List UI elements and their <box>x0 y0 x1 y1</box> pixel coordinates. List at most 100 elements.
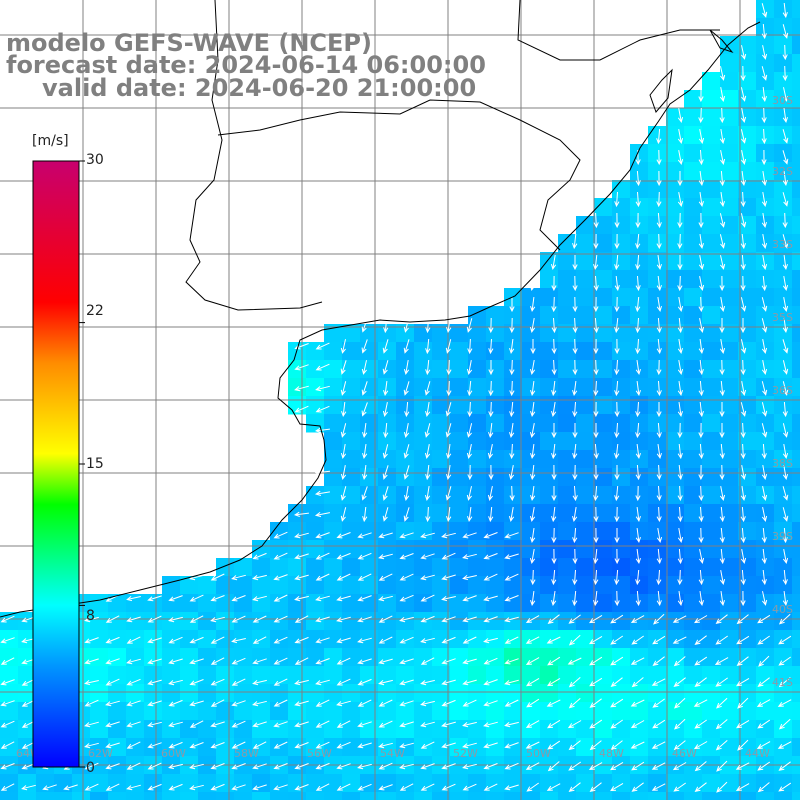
lat-label: 35S <box>772 311 793 324</box>
wind-cell <box>774 702 793 721</box>
wind-arrow <box>630 699 645 707</box>
wind-cell <box>720 612 739 631</box>
wind-arrow <box>504 532 519 539</box>
wind-arrow <box>504 762 519 770</box>
wind-cell <box>702 378 721 397</box>
wind-arrow <box>761 128 767 145</box>
wind-cell <box>342 522 361 541</box>
wind-cell <box>648 774 667 793</box>
wind-arrow <box>589 614 603 624</box>
wind-cell <box>720 198 739 217</box>
wind-arrow <box>487 486 493 502</box>
wind-arrow <box>635 170 641 187</box>
wind-arrow <box>635 317 641 334</box>
wind-arrow <box>568 782 581 792</box>
wind-cell <box>666 180 685 199</box>
wind-cell <box>612 414 631 433</box>
wind-cell <box>576 738 595 757</box>
wind-arrow <box>593 359 599 376</box>
wind-arrow <box>126 762 141 770</box>
wind-cell <box>756 252 775 271</box>
wind-arrow <box>361 402 368 417</box>
wind-arrow <box>445 402 452 417</box>
wind-cell <box>360 486 379 505</box>
wind-arrow <box>740 213 747 228</box>
wind-arrow <box>488 401 494 418</box>
wind-arrow <box>488 464 494 481</box>
wind-cell <box>180 792 199 804</box>
wind-arrow <box>466 444 472 460</box>
wind-cell <box>450 450 469 469</box>
wind-arrow <box>378 553 393 560</box>
wind-arrow <box>441 552 456 560</box>
wind-cell <box>414 594 433 613</box>
wind-cell <box>252 594 271 613</box>
wind-arrow <box>736 719 750 729</box>
wind-cell <box>18 738 37 757</box>
wind-cell <box>648 666 667 685</box>
wind-cell <box>684 414 703 433</box>
wind-arrow <box>761 171 767 187</box>
wind-cell <box>738 126 757 145</box>
wind-arrow <box>698 129 705 145</box>
wind-cell <box>630 666 649 685</box>
wind-cell <box>792 792 800 804</box>
wind-cell <box>324 774 343 793</box>
wind-arrow <box>698 464 704 481</box>
wind-arrow <box>651 678 666 686</box>
wind-arrow <box>677 422 683 439</box>
wind-cell <box>702 432 721 451</box>
wind-cell <box>162 576 181 595</box>
wind-cell <box>612 288 631 307</box>
wind-cell <box>198 648 217 667</box>
wind-arrow <box>168 616 183 623</box>
wind-cell <box>324 468 343 487</box>
wind-cell <box>558 630 577 649</box>
wind-cell <box>234 792 253 804</box>
wind-cell <box>522 684 541 703</box>
wind-cell <box>738 684 757 703</box>
wind-cell <box>486 414 505 433</box>
wind-cell <box>720 54 739 73</box>
wind-arrow <box>761 87 767 103</box>
wind-arrow <box>651 783 666 791</box>
wind-cell <box>216 720 235 739</box>
wind-cell <box>630 144 649 163</box>
wind-cell <box>432 324 451 343</box>
wind-cell <box>108 594 127 613</box>
wind-cell <box>360 324 379 343</box>
wind-cell <box>558 252 577 271</box>
political-border <box>217 99 581 251</box>
wind-arrow <box>614 485 620 502</box>
wind-arrow <box>698 339 704 355</box>
wind-cell <box>360 774 379 793</box>
wind-cell <box>18 684 37 703</box>
wind-cell <box>90 774 109 793</box>
wind-cell <box>522 774 541 793</box>
wind-cell <box>648 162 667 181</box>
wind-arrow <box>530 464 536 481</box>
wind-arrow <box>546 636 561 644</box>
wind-arrow <box>635 338 641 355</box>
wind-cell <box>396 612 415 631</box>
wind-cell <box>774 738 793 757</box>
wind-arrow <box>84 680 99 686</box>
wind-cell <box>792 144 800 163</box>
wind-cell <box>792 432 800 451</box>
wind-arrow <box>551 506 557 523</box>
wind-cell <box>630 504 649 523</box>
wind-cell <box>792 126 800 145</box>
wind-cell <box>738 234 757 253</box>
wind-cell <box>684 270 703 289</box>
wind-cell <box>576 792 595 804</box>
wind-cell <box>396 504 415 523</box>
wind-cell <box>684 504 703 523</box>
wind-cell <box>522 522 541 541</box>
wind-arrow <box>467 464 473 481</box>
wind-arrow <box>630 741 645 749</box>
wind-arrow <box>761 297 768 312</box>
wind-cell <box>720 216 739 235</box>
wind-arrow <box>509 423 515 439</box>
wind-cell <box>468 504 487 523</box>
wind-cell <box>576 288 595 307</box>
